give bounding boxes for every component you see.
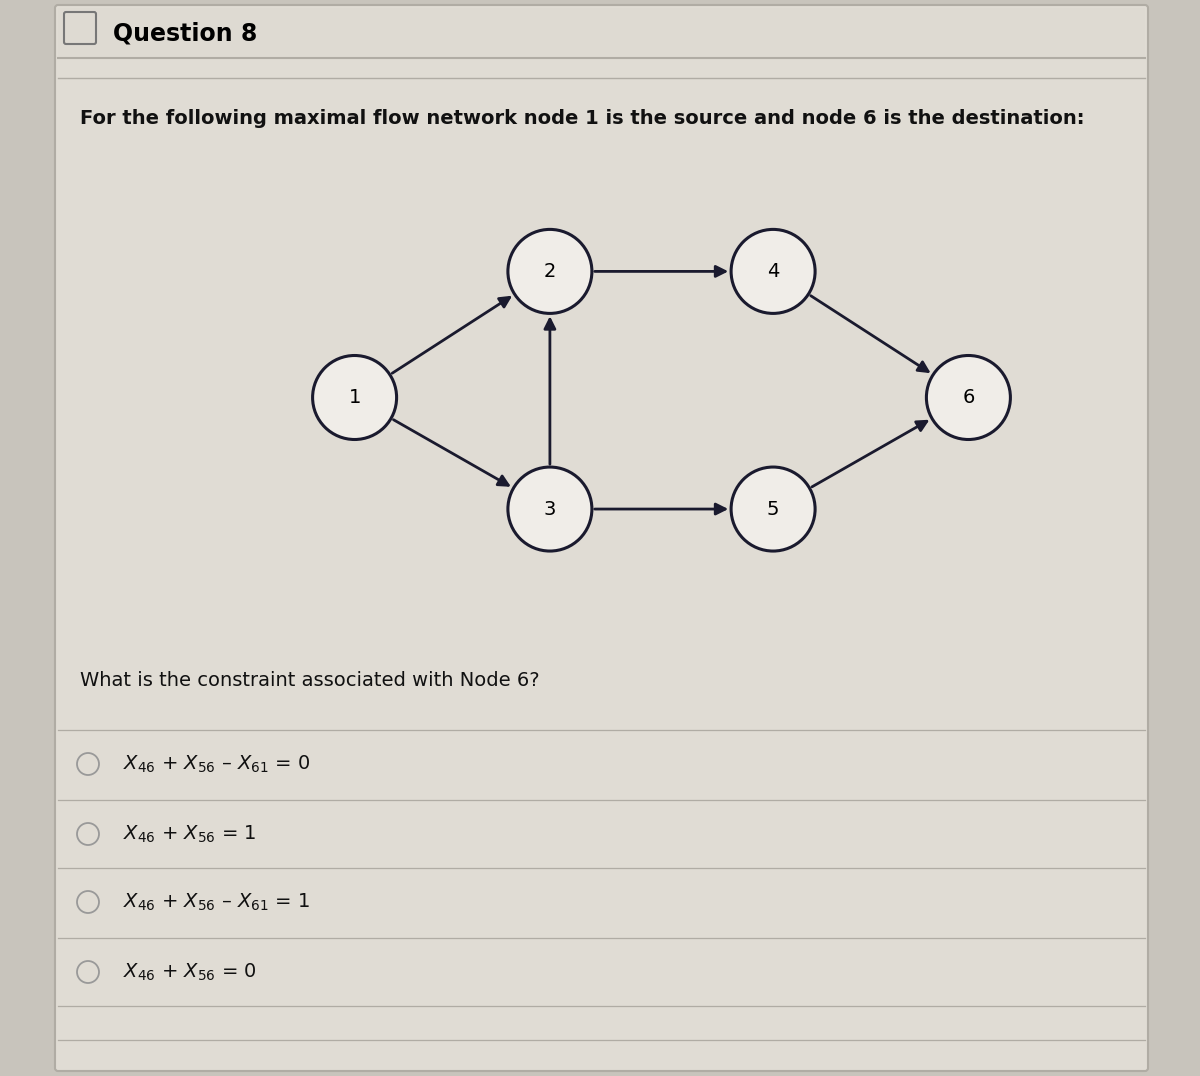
Text: 3: 3	[544, 499, 556, 519]
Circle shape	[312, 355, 396, 439]
Circle shape	[731, 229, 815, 313]
FancyBboxPatch shape	[55, 5, 1148, 1071]
Text: 4: 4	[767, 261, 779, 281]
Text: What is the constraint associated with Node 6?: What is the constraint associated with N…	[80, 670, 540, 690]
Text: $X_{46}$ + $X_{56}$ = 1: $X_{46}$ + $X_{56}$ = 1	[124, 823, 257, 845]
Text: $X_{46}$ + $X_{56}$ – $X_{61}$ = 0: $X_{46}$ + $X_{56}$ – $X_{61}$ = 0	[124, 753, 311, 775]
Text: 1: 1	[348, 388, 361, 407]
Text: 5: 5	[767, 499, 779, 519]
Text: $X_{46}$ + $X_{56}$ – $X_{61}$ = 1: $X_{46}$ + $X_{56}$ – $X_{61}$ = 1	[124, 891, 310, 912]
Circle shape	[926, 355, 1010, 439]
Text: $X_{46}$ + $X_{56}$ = 0: $X_{46}$ + $X_{56}$ = 0	[124, 961, 257, 982]
Text: 6: 6	[962, 388, 974, 407]
Text: Question 8: Question 8	[113, 22, 257, 45]
Text: 2: 2	[544, 261, 556, 281]
Circle shape	[731, 467, 815, 551]
FancyBboxPatch shape	[64, 12, 96, 44]
Circle shape	[508, 229, 592, 313]
Circle shape	[508, 467, 592, 551]
Text: For the following maximal flow network node 1 is the source and node 6 is the de: For the following maximal flow network n…	[80, 109, 1085, 127]
FancyBboxPatch shape	[58, 8, 1145, 58]
